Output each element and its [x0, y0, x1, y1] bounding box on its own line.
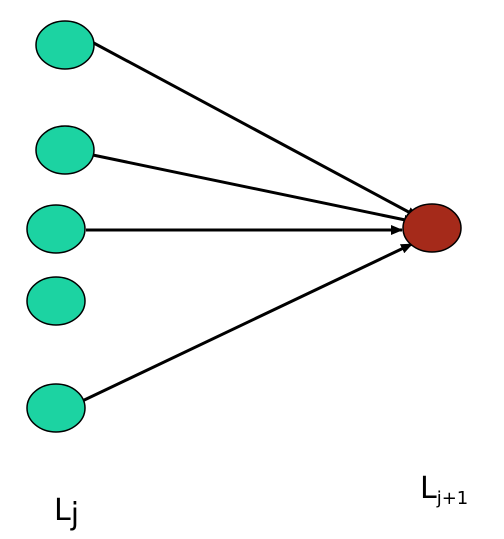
layer-label-left-sub: j: [70, 497, 79, 532]
layer-label-right-sub: j+1: [436, 488, 469, 509]
source-node-5: [26, 383, 86, 433]
edge-4: [77, 242, 413, 405]
layer-label-right: Lj+1: [420, 471, 468, 509]
target-node: [402, 203, 462, 253]
source-node-2: [35, 125, 95, 175]
edge-1: [89, 39, 419, 219]
source-node-1: [35, 20, 95, 70]
layer-label-right-main: L: [420, 471, 437, 506]
edge-2: [87, 152, 416, 225]
layer-label-left: Lj: [54, 493, 79, 532]
layer-label-left-main: L: [54, 493, 71, 528]
source-node-3: [26, 204, 86, 254]
source-node-4: [26, 276, 86, 326]
